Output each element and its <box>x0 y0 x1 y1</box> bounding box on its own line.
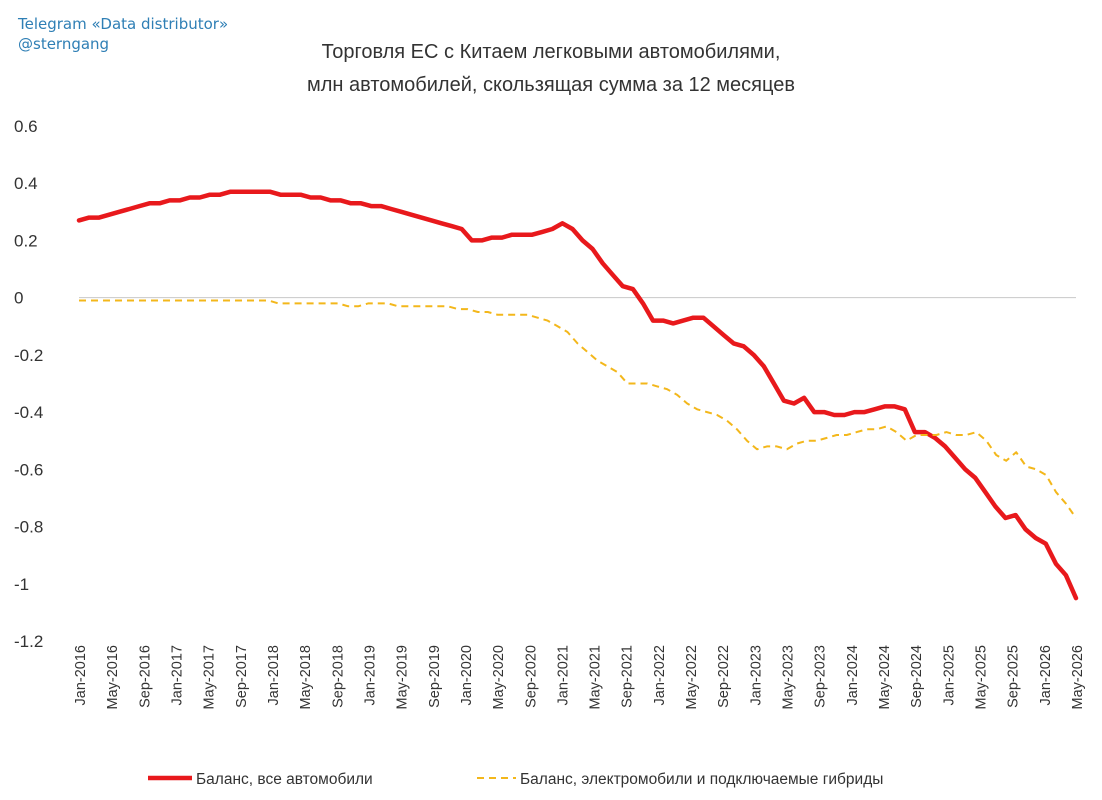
x-tick-label: Jan-2021 <box>555 645 571 705</box>
x-tick-label: May-2025 <box>974 645 990 709</box>
x-tick-label: May-2023 <box>781 645 797 709</box>
chart-title-line-2: млн автомобилей, скользящая сумма за 12 … <box>307 74 795 96</box>
x-tick-label: Jan-2019 <box>362 645 378 705</box>
x-tick-label: Sep-2018 <box>330 645 346 708</box>
x-tick-label: May-2021 <box>588 645 604 709</box>
x-tick-label: May-2017 <box>202 645 218 709</box>
x-tick-label: May-2020 <box>491 645 507 709</box>
x-tick-label: Jan-2024 <box>845 645 861 705</box>
x-tick-label: Jan-2023 <box>748 645 764 705</box>
watermark: Telegram «Data distributor» @sterngang <box>18 14 228 54</box>
x-tick-label: Sep-2016 <box>137 645 153 708</box>
series-line-1 <box>76 189 1079 601</box>
series-line-2 <box>79 299 1077 519</box>
y-tick-label: -0.4 <box>14 403 43 422</box>
x-tick-label: May-2019 <box>395 645 411 709</box>
x-tick-label: Sep-2024 <box>909 645 925 708</box>
x-tick-label: May-2022 <box>684 645 700 709</box>
chart-title: Торговля ЕС с Китаем легковыми автомобил… <box>0 36 1102 102</box>
x-tick-label: Jan-2018 <box>266 645 282 705</box>
chart-title-line-1: Торговля ЕС с Китаем легковыми автомобил… <box>321 41 781 63</box>
x-tick-label: Jan-2022 <box>652 645 668 705</box>
x-tick-label: Sep-2017 <box>234 645 250 708</box>
x-tick-label: May-2024 <box>877 645 893 709</box>
y-tick-label: 0 <box>14 289 23 308</box>
x-tick-label: Sep-2020 <box>523 645 539 708</box>
x-tick-label: Jan-2026 <box>1038 645 1054 705</box>
x-tick-label: Sep-2019 <box>427 645 443 708</box>
y-tick-label: -1.2 <box>14 632 43 651</box>
legend-label-1: Баланс, все автомобили <box>196 771 373 788</box>
x-tick-label: Jan-2016 <box>73 645 89 705</box>
x-tick-label: Jan-2017 <box>169 645 185 705</box>
y-tick-label: -1 <box>14 575 29 594</box>
x-tick-label: Jan-2020 <box>459 645 475 705</box>
x-tick-label: Sep-2023 <box>813 645 829 708</box>
x-tick-label: May-2016 <box>105 645 121 709</box>
x-tick-label: Sep-2025 <box>1006 645 1022 708</box>
x-tick-label: Sep-2022 <box>716 645 732 708</box>
watermark-line-2: @sterngang <box>18 35 110 53</box>
watermark-line-1: Telegram «Data distributor» <box>18 15 229 33</box>
y-tick-label: 0.2 <box>14 231 38 250</box>
y-tick-label: -0.8 <box>14 518 43 537</box>
x-tick-label: Sep-2021 <box>620 645 636 708</box>
y-tick-label: 0.6 <box>14 117 38 136</box>
y-tick-label: -0.6 <box>14 460 43 479</box>
legend-label-2: Баланс, электромобили и подключаемые гиб… <box>520 771 883 788</box>
x-tick-label: May-2026 <box>1070 645 1086 709</box>
x-tick-label: May-2018 <box>298 645 314 709</box>
y-tick-label: -0.2 <box>14 346 43 365</box>
y-tick-label: 0.4 <box>14 174 38 193</box>
x-tick-label: Jan-2025 <box>941 645 957 705</box>
